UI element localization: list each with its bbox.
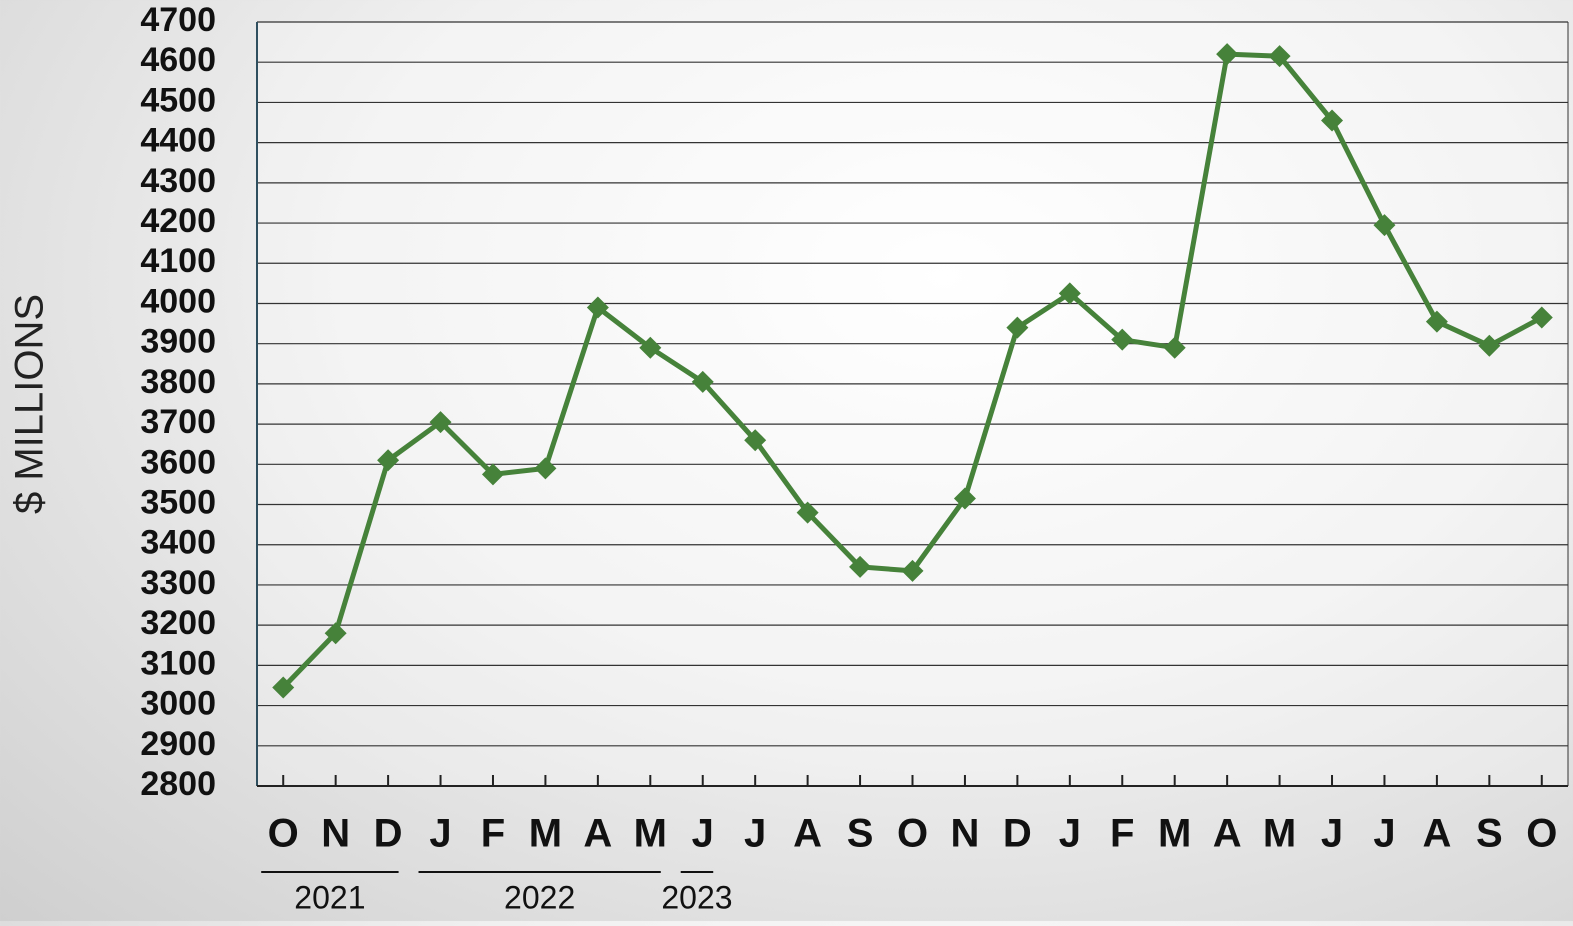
y-tick-label: 3900 (140, 323, 216, 361)
x-tick-label: O (1526, 812, 1557, 856)
x-tick-label: O (897, 812, 928, 856)
year-label: 2023 (661, 879, 732, 915)
marker (901, 559, 924, 582)
marker (639, 336, 662, 359)
y-tick-label: 3100 (140, 644, 216, 682)
marker (1321, 109, 1344, 132)
x-tick-label: M (634, 812, 667, 856)
marker (1111, 328, 1134, 351)
x-tick-label: D (1003, 812, 1032, 856)
x-tick-label: A (583, 812, 612, 856)
y-tick-label: 3400 (140, 524, 216, 562)
year-label: 2021 (294, 879, 365, 915)
plot-area (257, 22, 1568, 786)
marker (324, 622, 347, 645)
x-tick-label: J (744, 812, 766, 856)
marker (691, 370, 714, 393)
marker (272, 676, 295, 699)
marker (796, 501, 819, 524)
year-label: 2022 (504, 879, 575, 915)
marker (1216, 43, 1239, 66)
x-tick-label: A (793, 812, 822, 856)
marker (953, 487, 976, 510)
x-tick-label: O (268, 812, 299, 856)
y-tick-label: 2900 (140, 725, 216, 763)
y-tick-label: 4700 (140, 1, 216, 39)
y-tick-label: 4200 (140, 202, 216, 240)
x-tick-label: J (1373, 812, 1395, 856)
x-tick-label: A (1422, 812, 1451, 856)
x-tick-label: J (1059, 812, 1081, 856)
y-tick-label: 4600 (140, 41, 216, 79)
x-tick-label: N (950, 812, 979, 856)
y-tick-label: 4500 (140, 81, 216, 119)
y-tick-label: 4300 (140, 162, 216, 200)
marker (429, 411, 452, 434)
y-tick-label: 3700 (140, 403, 216, 441)
x-tick-label: F (1110, 812, 1134, 856)
marker (1530, 306, 1553, 329)
marker (744, 429, 767, 452)
y-tick-label: 4000 (140, 282, 216, 320)
marker (1373, 214, 1396, 237)
y-tick-label: 3000 (140, 685, 216, 723)
x-tick-label: D (374, 812, 403, 856)
x-tick-label: M (1263, 812, 1296, 856)
marker (1268, 45, 1291, 68)
x-tick-label: J (692, 812, 714, 856)
marker (481, 463, 504, 486)
x-tick-label: F (481, 812, 505, 856)
marker (377, 449, 400, 472)
x-tick-label: J (1321, 812, 1343, 856)
x-tick-label: J (429, 812, 451, 856)
y-tick-label: 3200 (140, 604, 216, 642)
marker (1163, 336, 1186, 359)
marker (1006, 316, 1029, 339)
x-tick-label: M (1158, 812, 1191, 856)
x-tick-label: M (529, 812, 562, 856)
marker (1058, 282, 1081, 305)
x-tick-label: S (847, 812, 874, 856)
y-tick-label: 3500 (140, 484, 216, 522)
y-tick-label: 4100 (140, 242, 216, 280)
marker (1425, 310, 1448, 333)
x-tick-label: S (1476, 812, 1503, 856)
x-tick-label: N (321, 812, 350, 856)
y-axis-label: $ MILLIONS (8, 294, 52, 514)
y-tick-label: 3300 (140, 564, 216, 602)
marker (849, 555, 872, 578)
marker (586, 296, 609, 319)
y-tick-label: 2800 (140, 765, 216, 803)
y-tick-label: 3800 (140, 363, 216, 401)
x-tick-label: A (1213, 812, 1242, 856)
marker (1478, 334, 1501, 357)
y-tick-label: 3600 (140, 443, 216, 481)
marker (534, 457, 557, 480)
y-tick-label: 4400 (140, 122, 216, 160)
